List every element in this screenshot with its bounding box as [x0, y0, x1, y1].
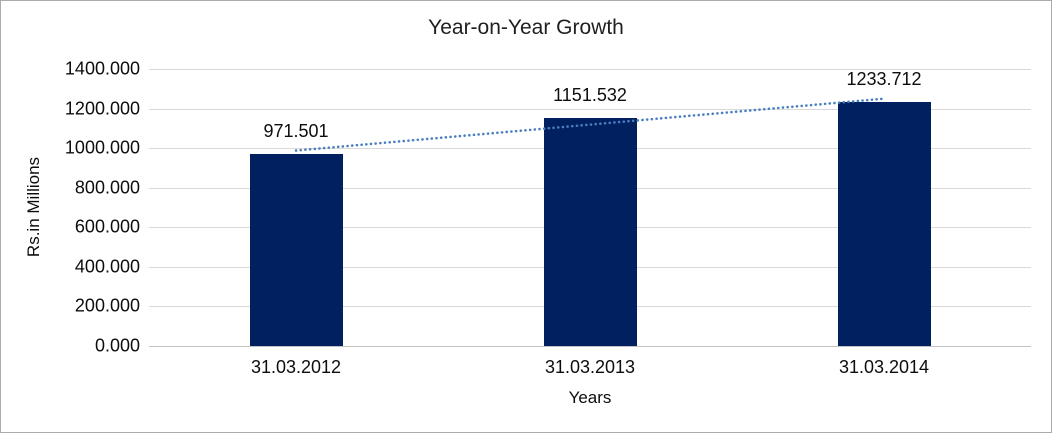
gridline — [149, 69, 1031, 70]
x-axis-title: Years — [568, 388, 612, 407]
x-tick-label: 31.03.2012 — [250, 357, 342, 377]
y-tick-label: 1000.000 — [64, 137, 140, 158]
bar-31.03.2012 — [249, 153, 343, 346]
y-tick-label: 1400.000 — [64, 58, 140, 79]
y-tick-label: 200.000 — [74, 295, 140, 316]
y-tick-label: 400.000 — [74, 256, 140, 277]
bar-value-label: 971.501 — [263, 120, 329, 141]
bar-value-label: 1151.532 — [553, 85, 627, 106]
chart-title: Year-on-Year Growth — [428, 16, 624, 39]
bar-value-label: 1233.712 — [846, 68, 922, 89]
bar-31.03.2014 — [837, 101, 931, 346]
x-tick-label: 31.03.2014 — [838, 357, 930, 377]
y-axis-title: Rs.in Millions — [24, 156, 43, 258]
x-axis-line — [149, 346, 1031, 347]
bar-31.03.2013 — [543, 118, 637, 346]
y-tick-label: 800.000 — [74, 177, 140, 198]
x-tick-label: 31.03.2013 — [544, 357, 636, 377]
y-tick-label: 0.000 — [94, 335, 140, 356]
y-tick-label: 600.000 — [74, 216, 140, 237]
y-tick-label: 1200.000 — [64, 98, 140, 119]
